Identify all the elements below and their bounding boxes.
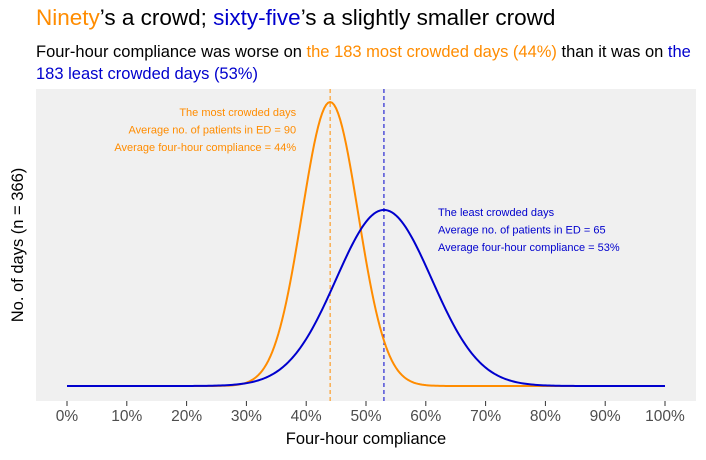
x-tick-label: 0% bbox=[56, 408, 79, 425]
subtitle-least-crowded: the 183 least crowded days (53%) bbox=[36, 43, 691, 83]
chart-title: Ninety’s a crowd; sixty-five’s a slightl… bbox=[36, 5, 555, 31]
annotation-line: Average four-hour compliance = 53% bbox=[438, 242, 620, 254]
annotation-line: The least crowded days bbox=[438, 207, 555, 219]
x-tick-label: 80% bbox=[530, 408, 561, 425]
x-tick-label: 100% bbox=[645, 408, 685, 425]
x-tick-label: 60% bbox=[410, 408, 441, 425]
chart-subtitle: Four-hour compliance was worse on the 18… bbox=[36, 41, 696, 85]
x-axis-label: Four-hour compliance bbox=[286, 430, 447, 448]
annotation-line: The most crowded days bbox=[179, 107, 296, 119]
density-curve bbox=[67, 208, 665, 387]
subtitle-intro: Four-hour compliance was worse on bbox=[36, 43, 307, 61]
annotation-line: Average four-hour compliance = 44% bbox=[114, 142, 296, 154]
x-tick-label: 50% bbox=[350, 408, 381, 425]
title-crowd: ’s a crowd; bbox=[99, 5, 214, 30]
x-tick-label: 30% bbox=[231, 408, 262, 425]
x-tick-label: 40% bbox=[291, 408, 322, 425]
title-smaller-crowd: ’s a slightly smaller crowd bbox=[300, 5, 556, 30]
x-tick-label: 20% bbox=[171, 408, 202, 425]
density-curves bbox=[67, 100, 665, 387]
x-axis: 0% 10% 20% 30% 40% 50% 60% 70% 80% 90% 100% bbox=[56, 401, 685, 425]
x-tick-label: 10% bbox=[111, 408, 142, 425]
mean-lines bbox=[329, 89, 385, 401]
x-tick-label: 70% bbox=[470, 408, 501, 425]
y-axis-label: No. of days (n = 366) bbox=[9, 168, 27, 323]
subtitle-most-crowded: the 183 most crowded days (44%) bbox=[306, 43, 557, 61]
title-ninety: Ninety bbox=[36, 5, 100, 30]
annotation-line: Average no. of patients in ED = 90 bbox=[128, 125, 296, 137]
annotation-line: Average no. of patients in ED = 65 bbox=[438, 225, 606, 237]
plot-panel bbox=[36, 89, 696, 401]
title-sixty-five: sixty-five bbox=[213, 5, 301, 30]
subtitle-middle: than it was on bbox=[556, 43, 668, 61]
x-tick-label: 90% bbox=[590, 408, 621, 425]
annotations: The most crowded days Average no. of pati… bbox=[114, 107, 619, 254]
